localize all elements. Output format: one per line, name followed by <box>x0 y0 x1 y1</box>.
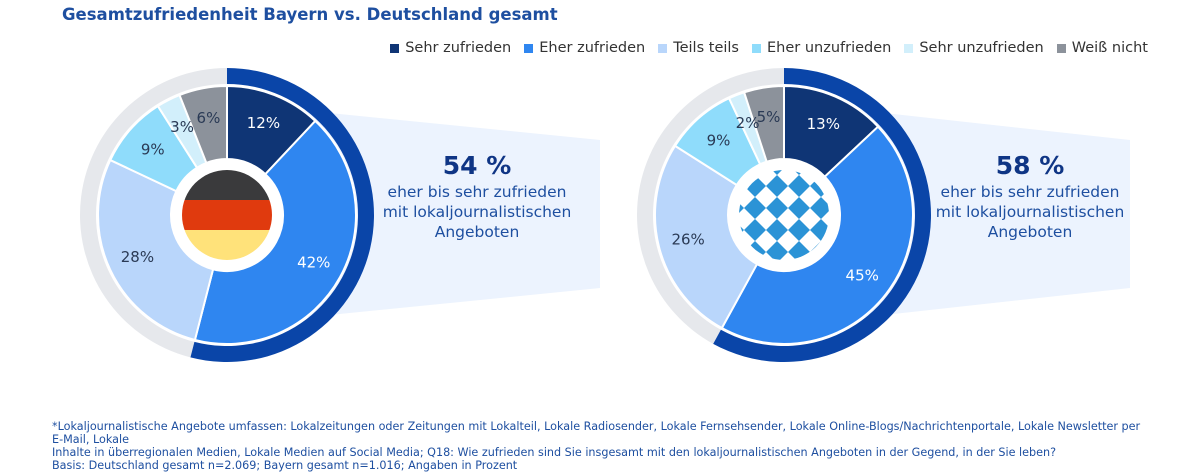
slice-label: 6% <box>197 109 221 127</box>
slice-label: 42% <box>297 254 330 272</box>
footnote-line: *Lokaljournalistische Angebote umfassen:… <box>52 420 1141 446</box>
outer-ring-rest <box>80 68 227 358</box>
legend-swatch <box>751 43 761 53</box>
legend-label: Sehr unzufrieden <box>919 40 1044 56</box>
footnote-line: Basis: Deutschland gesamt n=2.069; Bayer… <box>52 459 518 472</box>
legend-item-eher-zufrieden: Eher zufrieden <box>524 40 645 56</box>
donut-charts: 12% 42% 28% 9% 3%6% 13% 45% 26% 9% 2%5% <box>80 68 1130 362</box>
legend-swatch <box>658 43 668 53</box>
slice-label: 3% <box>170 118 194 136</box>
legend-item-weiss-nicht: Weiß nicht <box>1056 40 1148 56</box>
highlight-percent: 54 % <box>442 151 512 180</box>
callout-wedge <box>857 110 1130 318</box>
legend-label: Sehr zufrieden <box>405 40 512 56</box>
legend-item-eher-unzufrieden: Eher unzufrieden <box>751 40 892 56</box>
legend: Sehr zufrieden Eher zufrieden Teils teil… <box>390 40 1148 56</box>
legend-label: Eher zufrieden <box>539 40 646 56</box>
legend-swatch <box>390 43 400 53</box>
slice-label: 9% <box>707 132 731 150</box>
slice-label: 45% <box>846 267 879 285</box>
highlight-line: mit lokaljournalistischen <box>382 203 572 221</box>
donut-chart-deutschland: 12% 42% 28% 9% 3%6% <box>80 68 600 362</box>
footnote: *Lokaljournalistische Angebote umfassen:… <box>52 420 1152 472</box>
highlight-line: Angeboten <box>434 223 520 241</box>
outer-ring-rest <box>636 68 784 344</box>
footnote-line: Inhalte in überregionalen Medien, Lokale… <box>52 446 1057 459</box>
highlight-line: Angeboten <box>987 223 1073 241</box>
legend-item-teils-teils: Teils teils <box>658 40 739 56</box>
highlight-line: mit lokaljournalistischen <box>935 203 1125 221</box>
slice-label: 5% <box>757 108 781 126</box>
highlight-line: eher bis sehr zufrieden <box>387 183 567 201</box>
highlight-callout-deutschland: 54 % eher bis sehr zufrieden mit lokaljo… <box>377 150 577 242</box>
highlight-callout-bayern: 58 % eher bis sehr zufrieden mit lokaljo… <box>930 150 1130 242</box>
legend-swatch <box>524 43 534 53</box>
legend-label: Eher unzufrieden <box>766 40 892 56</box>
slice-label: 12% <box>247 114 280 132</box>
slice-label: 13% <box>807 115 840 133</box>
highlight-line: eher bis sehr zufrieden <box>940 183 1120 201</box>
bavaria-flag-icon <box>739 170 829 260</box>
slice-label: 2% <box>736 114 760 132</box>
legend-label: Weiß nicht <box>1071 40 1148 56</box>
chart-title: Gesamtzufriedenheit Bayern vs. Deutschla… <box>62 5 558 24</box>
legend-item-sehr-unzufrieden: Sehr unzufrieden <box>904 40 1044 56</box>
highlight-percent: 58 % <box>995 151 1065 180</box>
slice-label: 28% <box>121 248 154 266</box>
germany-flag-icon <box>182 170 272 260</box>
legend-swatch <box>904 43 914 53</box>
slice-label: 26% <box>671 231 704 249</box>
callout-wedge <box>300 110 600 318</box>
donut-chart-bayern: 13% 45% 26% 9% 2%5% <box>636 68 1130 362</box>
donut-slice <box>193 119 357 345</box>
legend-label: Teils teils <box>673 40 739 56</box>
slice-label: 9% <box>141 141 165 159</box>
legend-swatch <box>1056 43 1066 53</box>
legend-item-sehr-zufrieden: Sehr zufrieden <box>390 40 511 56</box>
